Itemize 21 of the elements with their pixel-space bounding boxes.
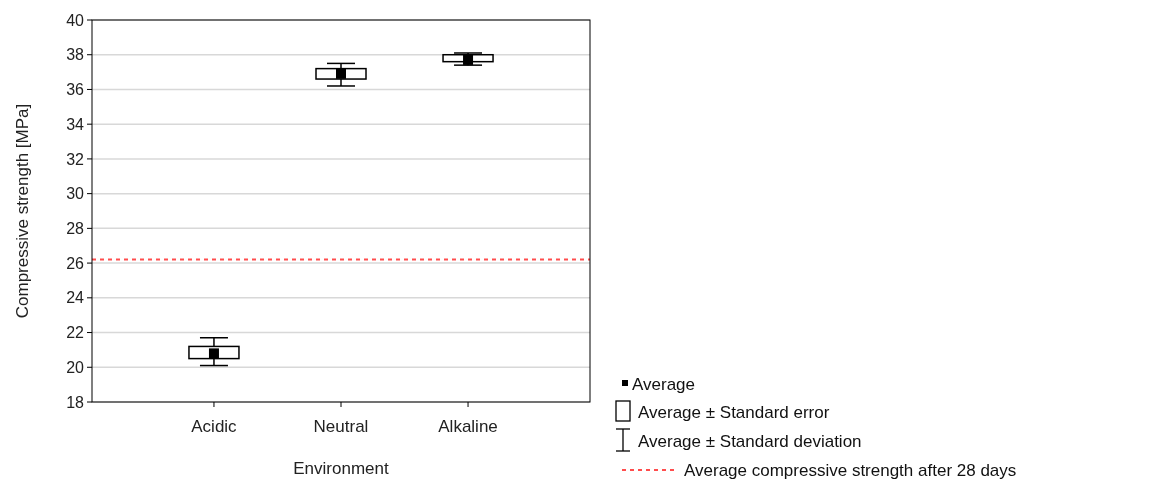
y-tick-label: 36	[66, 81, 85, 99]
y-axis-title: Compressive strength [MPa]	[13, 103, 32, 319]
text: Average ± Standard error	[638, 402, 830, 422]
text: Average ± Standard deviation	[638, 431, 862, 451]
y-tick-label: 28	[66, 219, 85, 237]
legend-label: Average compressive strength after 28 days	[684, 460, 1017, 480]
y-tick-label: 30	[66, 185, 85, 203]
x-tick-label: Neutral	[313, 417, 369, 436]
y-tick-label: 34	[66, 115, 85, 133]
y-tick-label: 20	[66, 358, 85, 376]
y-tick-label: 32	[66, 150, 85, 168]
x-tick-label: Acidic	[191, 417, 238, 436]
y-tick-label: 24	[66, 289, 85, 307]
y-tick-label: 22	[66, 324, 85, 342]
text: Average	[632, 374, 696, 394]
y-tick-label: 40	[66, 11, 85, 29]
y-tick-label: 26	[66, 254, 85, 272]
x-axis-title: Environment	[293, 459, 389, 478]
y-tick-label: 38	[66, 46, 85, 64]
x-tick-label: Alkaline	[438, 417, 498, 436]
y-tick-label: 18	[66, 393, 85, 411]
